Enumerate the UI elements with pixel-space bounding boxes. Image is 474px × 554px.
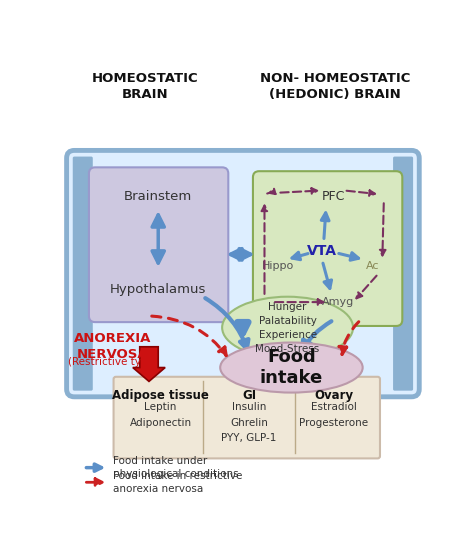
Text: Ac: Ac xyxy=(365,261,379,271)
FancyBboxPatch shape xyxy=(89,167,228,322)
Text: VTA: VTA xyxy=(307,244,337,258)
FancyBboxPatch shape xyxy=(66,150,419,397)
FancyBboxPatch shape xyxy=(114,377,380,458)
Text: Insulin
Ghrelin
PYY, GLP-1: Insulin Ghrelin PYY, GLP-1 xyxy=(221,402,277,443)
Text: NON- HOMEOSTATIC
(HEDONIC) BRAIN: NON- HOMEOSTATIC (HEDONIC) BRAIN xyxy=(260,72,410,101)
Text: Hypothalamus: Hypothalamus xyxy=(110,283,206,295)
Text: PFC: PFC xyxy=(322,190,346,203)
FancyBboxPatch shape xyxy=(73,157,93,391)
Text: Ovary: Ovary xyxy=(314,389,353,402)
Text: GI: GI xyxy=(242,389,256,402)
Text: Food intake under
physiological conditions: Food intake under physiological conditio… xyxy=(113,456,238,479)
Text: Brainstem: Brainstem xyxy=(124,190,192,203)
Text: HOMEOSTATIC
BRAIN: HOMEOSTATIC BRAIN xyxy=(92,72,199,101)
Ellipse shape xyxy=(220,342,363,393)
Text: Adipose tissue: Adipose tissue xyxy=(112,389,209,402)
Text: Hunger
Palatability
Experience
Mood-Stress: Hunger Palatability Experience Mood-Stre… xyxy=(255,301,319,353)
Ellipse shape xyxy=(222,297,353,358)
Text: Leptin
Adiponectin: Leptin Adiponectin xyxy=(129,402,191,428)
Text: Amyg: Amyg xyxy=(321,297,354,307)
Text: Food
intake: Food intake xyxy=(260,348,323,387)
Text: Estradiol
Progesterone: Estradiol Progesterone xyxy=(299,402,368,428)
Text: (Restrictive type): (Restrictive type) xyxy=(68,357,158,367)
Text: ANOREXIA
NERVOSA: ANOREXIA NERVOSA xyxy=(74,332,152,361)
FancyBboxPatch shape xyxy=(393,157,413,391)
Text: Food intake in restrictive
anorexia nervosa: Food intake in restrictive anorexia nerv… xyxy=(113,471,242,494)
Text: Hippo: Hippo xyxy=(262,261,294,271)
FancyArrow shape xyxy=(133,347,165,381)
FancyBboxPatch shape xyxy=(253,171,402,326)
